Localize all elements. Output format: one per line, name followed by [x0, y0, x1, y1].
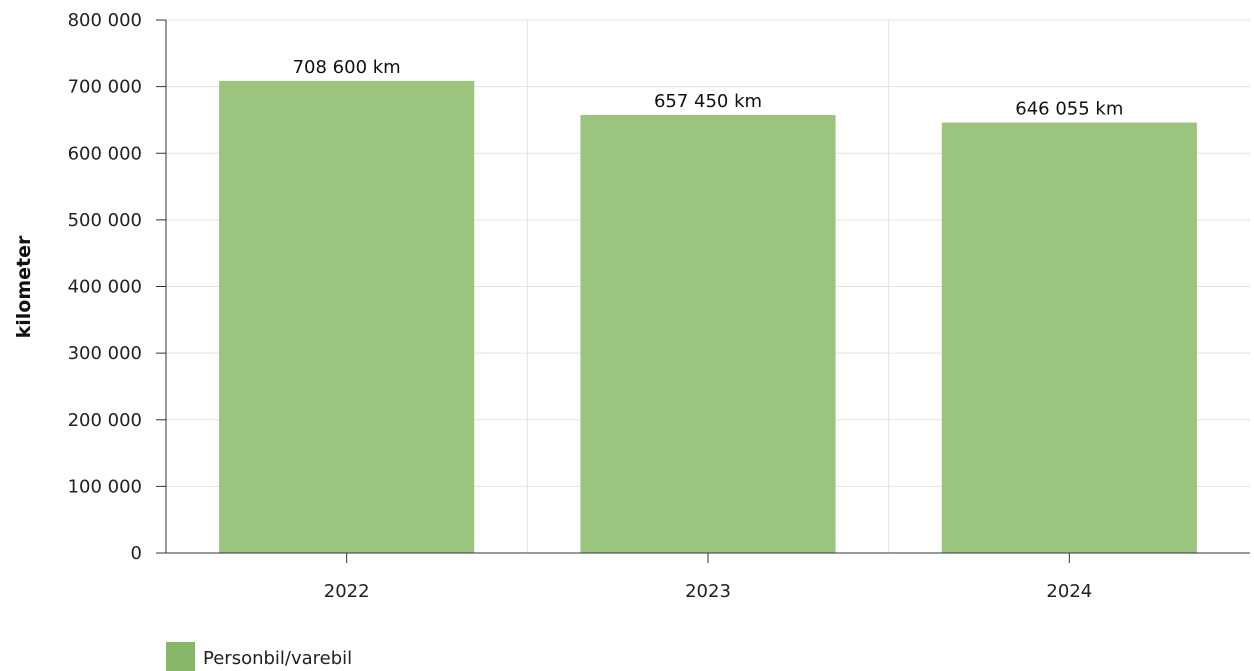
data-label-2024: 646 055 km	[1015, 99, 1123, 120]
x-axis-ticks: 2022 2023 2024	[324, 553, 1092, 602]
data-label-2023: 657 450 km	[654, 91, 762, 112]
y-tick-label: 300 000	[68, 343, 142, 364]
x-tick-label-2024: 2024	[1046, 581, 1092, 602]
legend: Personbil/varebil	[166, 642, 352, 671]
y-tick-label: 800 000	[68, 10, 142, 31]
x-tick-label-2022: 2022	[324, 581, 370, 602]
data-label-2022: 708 600 km	[293, 57, 401, 78]
bars	[219, 80, 1197, 553]
y-tick-label: 700 000	[68, 77, 142, 98]
y-tick-label: 600 000	[68, 143, 142, 164]
bar-2023	[580, 114, 836, 553]
bar-2022	[219, 80, 475, 553]
y-axis-title: kilometer	[13, 235, 35, 338]
legend-swatch	[166, 642, 195, 671]
y-tick-label: 200 000	[68, 410, 142, 431]
y-tick-label: 100 000	[68, 476, 142, 497]
x-tick-label-2023: 2023	[685, 581, 731, 602]
bar-2024	[941, 122, 1197, 553]
y-tick-label: 400 000	[68, 277, 142, 298]
y-tick-label: 500 000	[68, 210, 142, 231]
y-tick-label: 0	[131, 543, 142, 564]
legend-label: Personbil/varebil	[203, 648, 352, 669]
y-axis-ticks: 0 100 000 200 000 300 000 400 000 500 000 600 …	[68, 10, 166, 564]
data-labels: 708 600 km 657 450 km 646 055 km	[293, 57, 1124, 120]
